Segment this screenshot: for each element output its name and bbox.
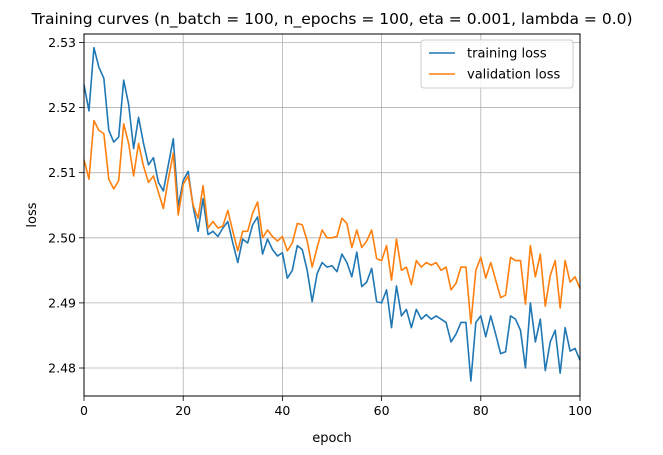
series-layer xyxy=(83,46,581,382)
y-tick-label: 2.49 xyxy=(48,295,76,310)
y-tick-label: 2.53 xyxy=(48,35,76,50)
y-tick-label: 2.50 xyxy=(48,230,76,245)
series-line-training-loss xyxy=(83,46,581,382)
series-line-validation-loss xyxy=(83,119,581,325)
x-tick-label: 0 xyxy=(80,403,88,418)
x-tick-label: 60 xyxy=(374,403,390,418)
chart-title: Training curves (n_batch = 100, n_epochs… xyxy=(30,10,632,29)
y-tick-label: 2.48 xyxy=(48,361,76,376)
legend-label-training-loss: training loss xyxy=(467,47,547,62)
y-tick-label: 2.52 xyxy=(48,100,76,115)
plot-frame xyxy=(83,33,581,397)
y-tick-label: 2.51 xyxy=(48,165,76,180)
x-tick-label: 80 xyxy=(473,403,489,418)
legend-label-validation-loss: validation loss xyxy=(467,68,560,83)
x-tick-label: 40 xyxy=(274,403,290,418)
legend-box xyxy=(420,39,574,89)
legend: training loss validation loss xyxy=(420,39,574,89)
plot-area xyxy=(84,34,580,396)
x-axis-label: epoch xyxy=(312,431,352,446)
x-tick-label: 20 xyxy=(175,403,191,418)
x-tick-label: 100 xyxy=(568,403,592,418)
y-axis-label: loss xyxy=(25,202,40,227)
tick-layer: 0 20 40 60 80 100 2.48 2.49 2.50 2.51 2.52 2.53 xyxy=(48,35,592,418)
